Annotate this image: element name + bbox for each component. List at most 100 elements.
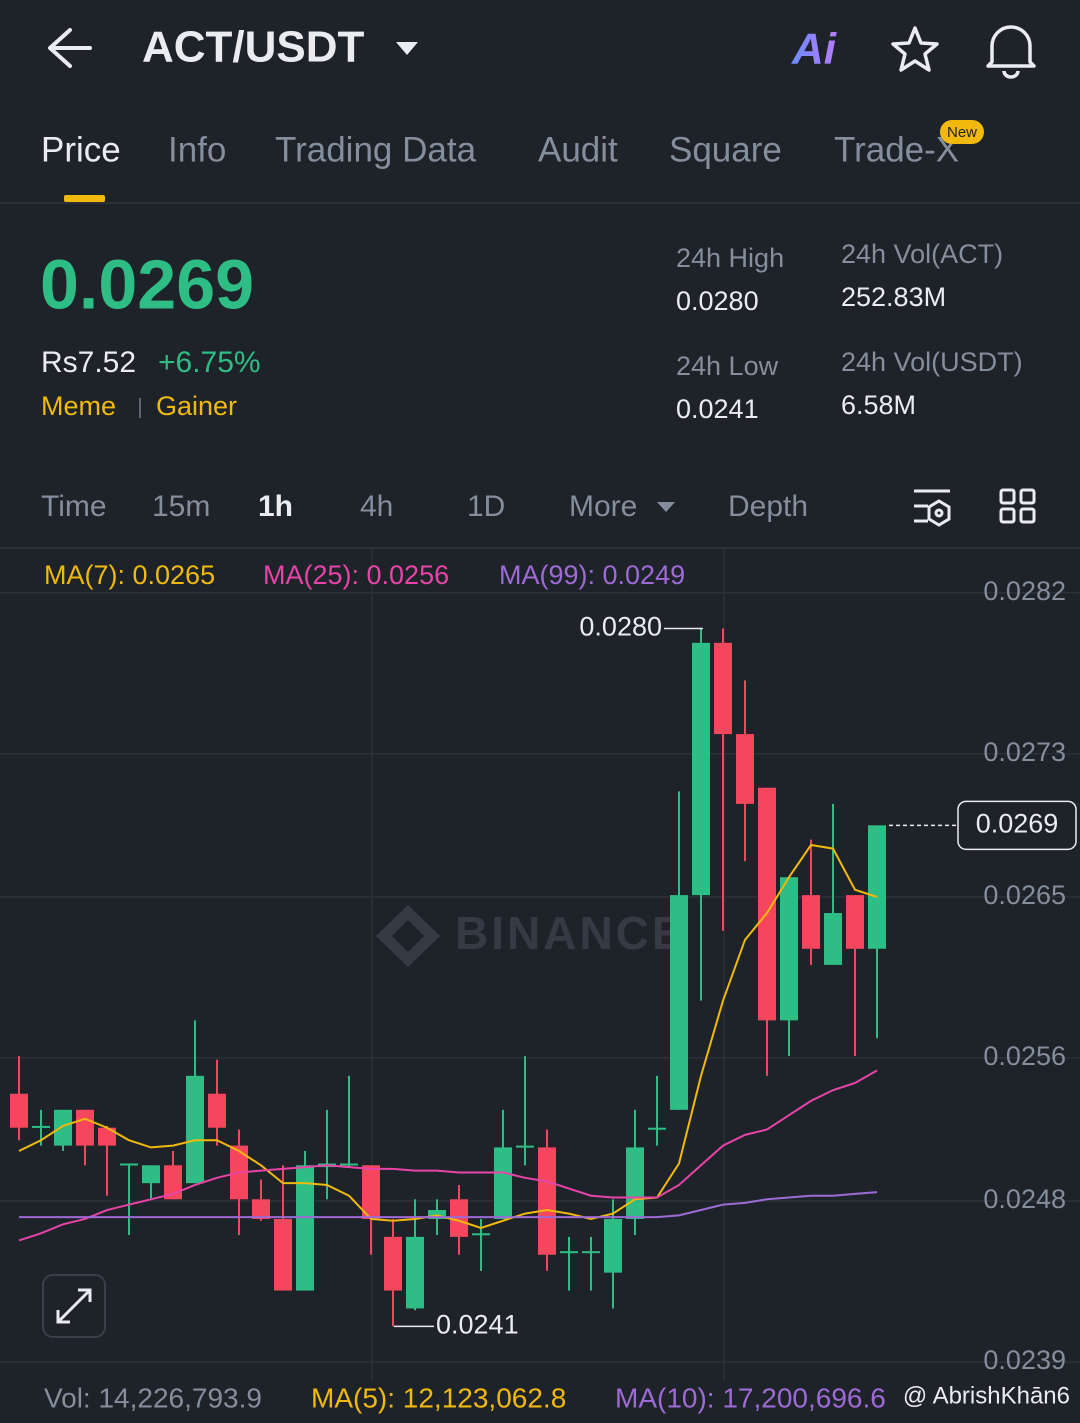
candle-body bbox=[54, 1109, 72, 1146]
candle-body bbox=[802, 895, 820, 949]
candle-body bbox=[406, 1236, 424, 1309]
candle-body bbox=[274, 1218, 292, 1291]
active-tab-indicator bbox=[64, 195, 105, 202]
new-badge bbox=[940, 120, 984, 144]
interval-bar: Time 15m 1h 4h 1D More Depth bbox=[41, 490, 808, 523]
candle-body bbox=[362, 1165, 380, 1219]
volume-ma10: MA(10): 17,200,696.6 bbox=[615, 1382, 886, 1413]
candle-body bbox=[142, 1165, 160, 1184]
interval[interactable]: 15m bbox=[152, 490, 210, 523]
volume-label: Vol: 14,226,793.9 bbox=[44, 1382, 262, 1413]
last-price-tag bbox=[957, 800, 1077, 851]
candle-body bbox=[296, 1165, 314, 1291]
candle-body bbox=[780, 877, 798, 1021]
tab[interactable]: Audit bbox=[538, 130, 618, 169]
high-label: 0.0280 bbox=[579, 612, 662, 642]
watermark-logo bbox=[376, 905, 440, 967]
candle-body bbox=[76, 1109, 94, 1146]
tab[interactable]: Price bbox=[41, 130, 121, 169]
tag[interactable]: Gainer bbox=[156, 391, 237, 421]
stats: 24h High 0.0280 24h Vol(ACT) 252.83M 24h Low… bbox=[676, 239, 1023, 424]
y-tick-label: 0.0248 bbox=[983, 1184, 1066, 1214]
candle-body bbox=[208, 1093, 226, 1128]
alert-button[interactable] bbox=[986, 25, 1036, 79]
pair-dropdown[interactable] bbox=[396, 42, 418, 55]
tab[interactable]: Info bbox=[168, 130, 226, 169]
interval[interactable]: 1h bbox=[258, 490, 293, 523]
interval[interactable]: Depth bbox=[728, 490, 808, 523]
interval[interactable]: 1D bbox=[467, 490, 505, 523]
last-price: 0.0269 bbox=[40, 245, 254, 323]
candle-body bbox=[670, 895, 688, 1110]
ma-line bbox=[19, 1191, 878, 1219]
indicator-settings[interactable] bbox=[914, 489, 951, 527]
candle-body bbox=[494, 1147, 512, 1219]
candle-body bbox=[538, 1147, 556, 1255]
low-label: 0.0241 bbox=[436, 1309, 519, 1339]
y-tick-label: 0.0273 bbox=[983, 737, 1066, 767]
candle-body bbox=[868, 825, 886, 949]
stat-value: 0.0280 bbox=[676, 286, 759, 316]
favorite-button[interactable] bbox=[891, 26, 939, 72]
ma-line bbox=[18, 1069, 878, 1242]
layout-button[interactable] bbox=[999, 488, 1036, 524]
last-price-label: 0.0269 bbox=[976, 808, 1059, 838]
candle-body bbox=[736, 734, 754, 804]
candle-body bbox=[714, 642, 732, 735]
stat-label: 24h Vol(USDT) bbox=[841, 347, 1023, 377]
legend-entry: MA(99): 0.0249 bbox=[499, 560, 685, 590]
tab[interactable]: Trading Data bbox=[275, 130, 477, 169]
new-badge-text: New bbox=[947, 124, 977, 141]
price-change: +6.75% bbox=[158, 346, 261, 379]
candle-body bbox=[340, 1163, 358, 1166]
volume-ma5: MA(5): 12,123,062.8 bbox=[311, 1382, 566, 1413]
candle-body bbox=[384, 1236, 402, 1291]
candle-body bbox=[758, 787, 776, 1021]
candle-body bbox=[98, 1127, 116, 1146]
stat-label: 24h Vol(ACT) bbox=[841, 239, 1003, 269]
tab-bar: Price Info Trading Data Audit Square Trade-X bbox=[41, 130, 959, 169]
back-button[interactable] bbox=[48, 28, 92, 68]
candle-body bbox=[516, 1145, 534, 1148]
interval[interactable]: 4h bbox=[360, 490, 393, 523]
pair-title[interactable]: ACT/USDT bbox=[142, 23, 365, 72]
more-dropdown bbox=[657, 502, 675, 512]
tab[interactable]: Square bbox=[669, 130, 782, 169]
candle-body bbox=[648, 1127, 666, 1130]
y-tick-label: 0.0239 bbox=[983, 1345, 1066, 1375]
candle-body bbox=[824, 913, 842, 965]
candle-body bbox=[560, 1251, 578, 1254]
candle-body bbox=[692, 642, 710, 896]
y-tick-label: 0.0282 bbox=[983, 576, 1066, 606]
legend-entry: MA(7): 0.0265 bbox=[44, 560, 215, 590]
candle-body bbox=[472, 1233, 490, 1236]
candle-body bbox=[582, 1251, 600, 1254]
y-tick-label: 0.0256 bbox=[983, 1041, 1066, 1071]
ai-button[interactable]: Ai bbox=[791, 25, 837, 74]
y-tick-label: 0.0265 bbox=[983, 880, 1066, 910]
candle-body bbox=[252, 1199, 270, 1219]
stat-value: 0.0241 bbox=[676, 394, 759, 424]
candle-body bbox=[626, 1147, 644, 1219]
candle-body bbox=[32, 1125, 50, 1128]
watermark: BINANCE bbox=[455, 907, 686, 959]
stat-value: 252.83M bbox=[841, 282, 946, 312]
tab[interactable]: Trade-X bbox=[834, 130, 959, 169]
interval[interactable]: More bbox=[569, 490, 637, 523]
candle-body bbox=[186, 1075, 204, 1184]
stat-value: 6.58M bbox=[841, 390, 916, 420]
tag[interactable]: Meme bbox=[41, 391, 116, 421]
credit: @ AbrishKhān6 bbox=[903, 1382, 1070, 1409]
candle-body bbox=[604, 1218, 622, 1273]
candle-body bbox=[164, 1165, 182, 1200]
interval[interactable]: Time bbox=[41, 490, 107, 523]
stat-label: 24h Low bbox=[676, 351, 779, 381]
fiat-price: Rs7.52 bbox=[41, 346, 136, 379]
stat-label: 24h High bbox=[676, 243, 784, 273]
candle-body bbox=[10, 1093, 28, 1128]
legend-entry: MA(25): 0.0256 bbox=[263, 560, 449, 590]
candle-body bbox=[120, 1163, 138, 1166]
plot: 0.0282 0.0273 0.0265 0.0256 0.0248 0.0239 MA(7… bbox=[0, 560, 1080, 1375]
